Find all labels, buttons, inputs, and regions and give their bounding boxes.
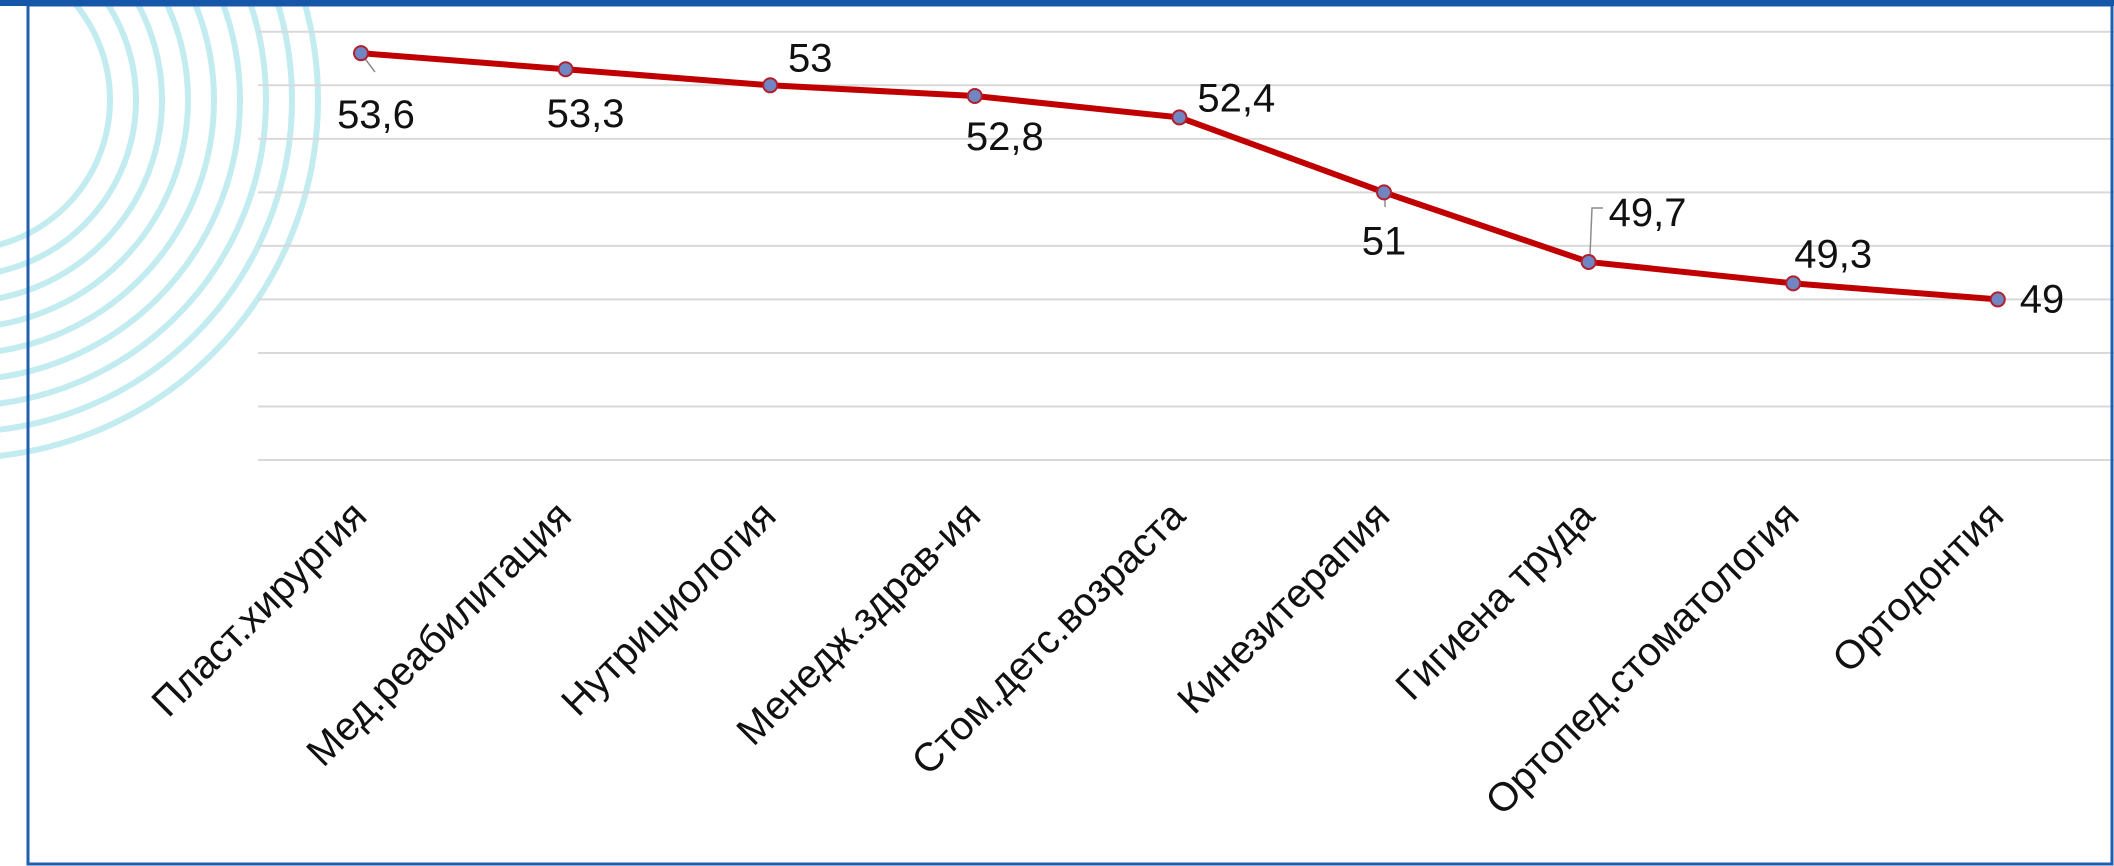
decor-arc <box>0 0 217 354</box>
decor-arc <box>0 0 321 459</box>
decor-arc <box>0 0 243 381</box>
top-accent-bar <box>0 0 2114 6</box>
data-label: 52,8 <box>966 115 1044 159</box>
data-point-marker <box>966 88 983 104</box>
data-point-marker <box>557 61 574 78</box>
decor-arc <box>0 0 139 275</box>
data-label: 53 <box>788 36 833 80</box>
data-point-marker <box>1989 291 2006 308</box>
data-point-marker <box>1376 184 1392 201</box>
label-leader-line <box>1589 207 1603 256</box>
category-axis-labels: Пласт.хирургияМед.реабилитацияНутрициоло… <box>144 493 2013 824</box>
data-markers <box>353 45 2006 308</box>
decor-arc <box>0 0 113 248</box>
data-label: 49,3 <box>1794 232 1872 276</box>
data-label: 49,7 <box>1609 191 1687 235</box>
data-point-marker <box>353 45 369 62</box>
data-point-marker <box>1785 275 1802 292</box>
gridlines <box>258 30 2114 461</box>
data-label: 49 <box>2020 277 2065 321</box>
data-label: 52,4 <box>1197 76 1275 120</box>
data-label: 53,6 <box>337 93 415 137</box>
decor-arc <box>0 0 191 328</box>
data-label: 53,3 <box>547 92 625 136</box>
decorative-arcs <box>0 0 321 459</box>
data-label: 51 <box>1362 219 1407 263</box>
data-point-marker <box>762 77 779 94</box>
decor-arc <box>0 0 165 301</box>
category-label: Нутрициология <box>553 493 784 724</box>
decor-arc <box>0 0 295 433</box>
decor-arc <box>0 0 269 407</box>
category-label: Кинезитерапия <box>1169 493 1398 722</box>
category-label: Гигиена труда <box>1387 493 1603 709</box>
data-labels: 53,6 53,3 53 52,8 52,4 51 49,7 49,3 49 <box>337 36 2064 321</box>
data-point-marker <box>1171 109 1188 126</box>
data-point-marker <box>1580 253 1597 270</box>
series-line <box>358 50 2001 303</box>
category-label: Пласт.хирургия <box>144 493 376 725</box>
category-label: Ортодонтия <box>1824 493 2012 681</box>
